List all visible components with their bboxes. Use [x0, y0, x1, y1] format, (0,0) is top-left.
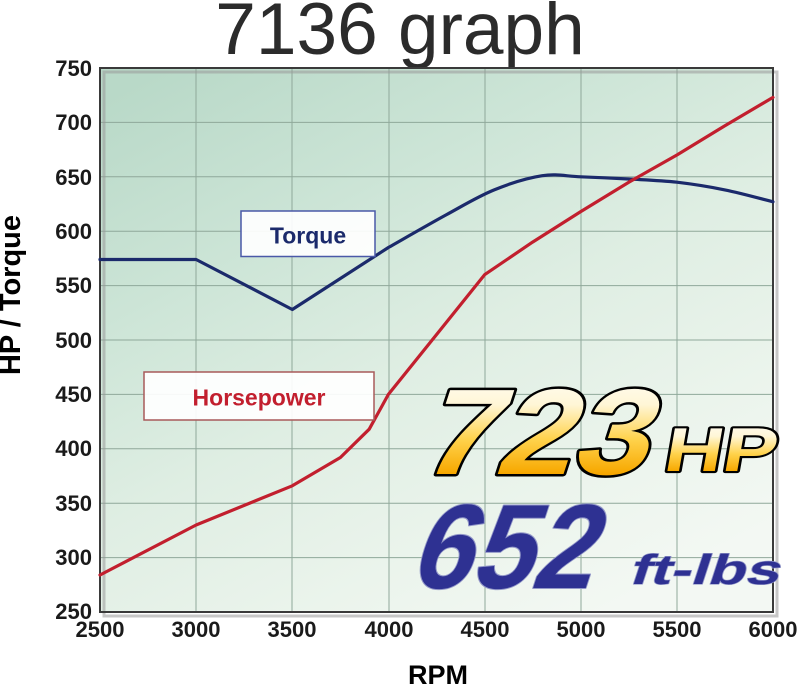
svg-text:2500: 2500: [76, 617, 125, 642]
svg-text:RPM: RPM: [408, 660, 468, 688]
svg-text:550: 550: [55, 273, 92, 298]
svg-text:HP: HP: [660, 415, 784, 484]
svg-text:HP / Torque: HP / Torque: [0, 215, 27, 375]
svg-text:5500: 5500: [653, 617, 702, 642]
svg-text:650: 650: [55, 165, 92, 190]
svg-text:700: 700: [55, 110, 92, 135]
svg-text:4500: 4500: [461, 617, 510, 642]
svg-text:300: 300: [55, 545, 92, 570]
svg-text:4000: 4000: [365, 617, 414, 642]
svg-text:400: 400: [55, 436, 92, 461]
svg-text:450: 450: [55, 382, 92, 407]
svg-text:6000: 6000: [749, 617, 798, 642]
svg-text:3000: 3000: [172, 617, 221, 642]
svg-text:500: 500: [55, 328, 92, 353]
svg-text:3500: 3500: [268, 617, 317, 642]
svg-text:600: 600: [55, 219, 92, 244]
svg-text:350: 350: [55, 491, 92, 516]
svg-text:750: 750: [55, 56, 92, 81]
svg-text:Horsepower: Horsepower: [193, 385, 326, 411]
svg-text:Torque: Torque: [270, 223, 346, 249]
svg-text:5000: 5000: [557, 617, 606, 642]
svg-text:ft-lbs: ft-lbs: [625, 547, 790, 594]
